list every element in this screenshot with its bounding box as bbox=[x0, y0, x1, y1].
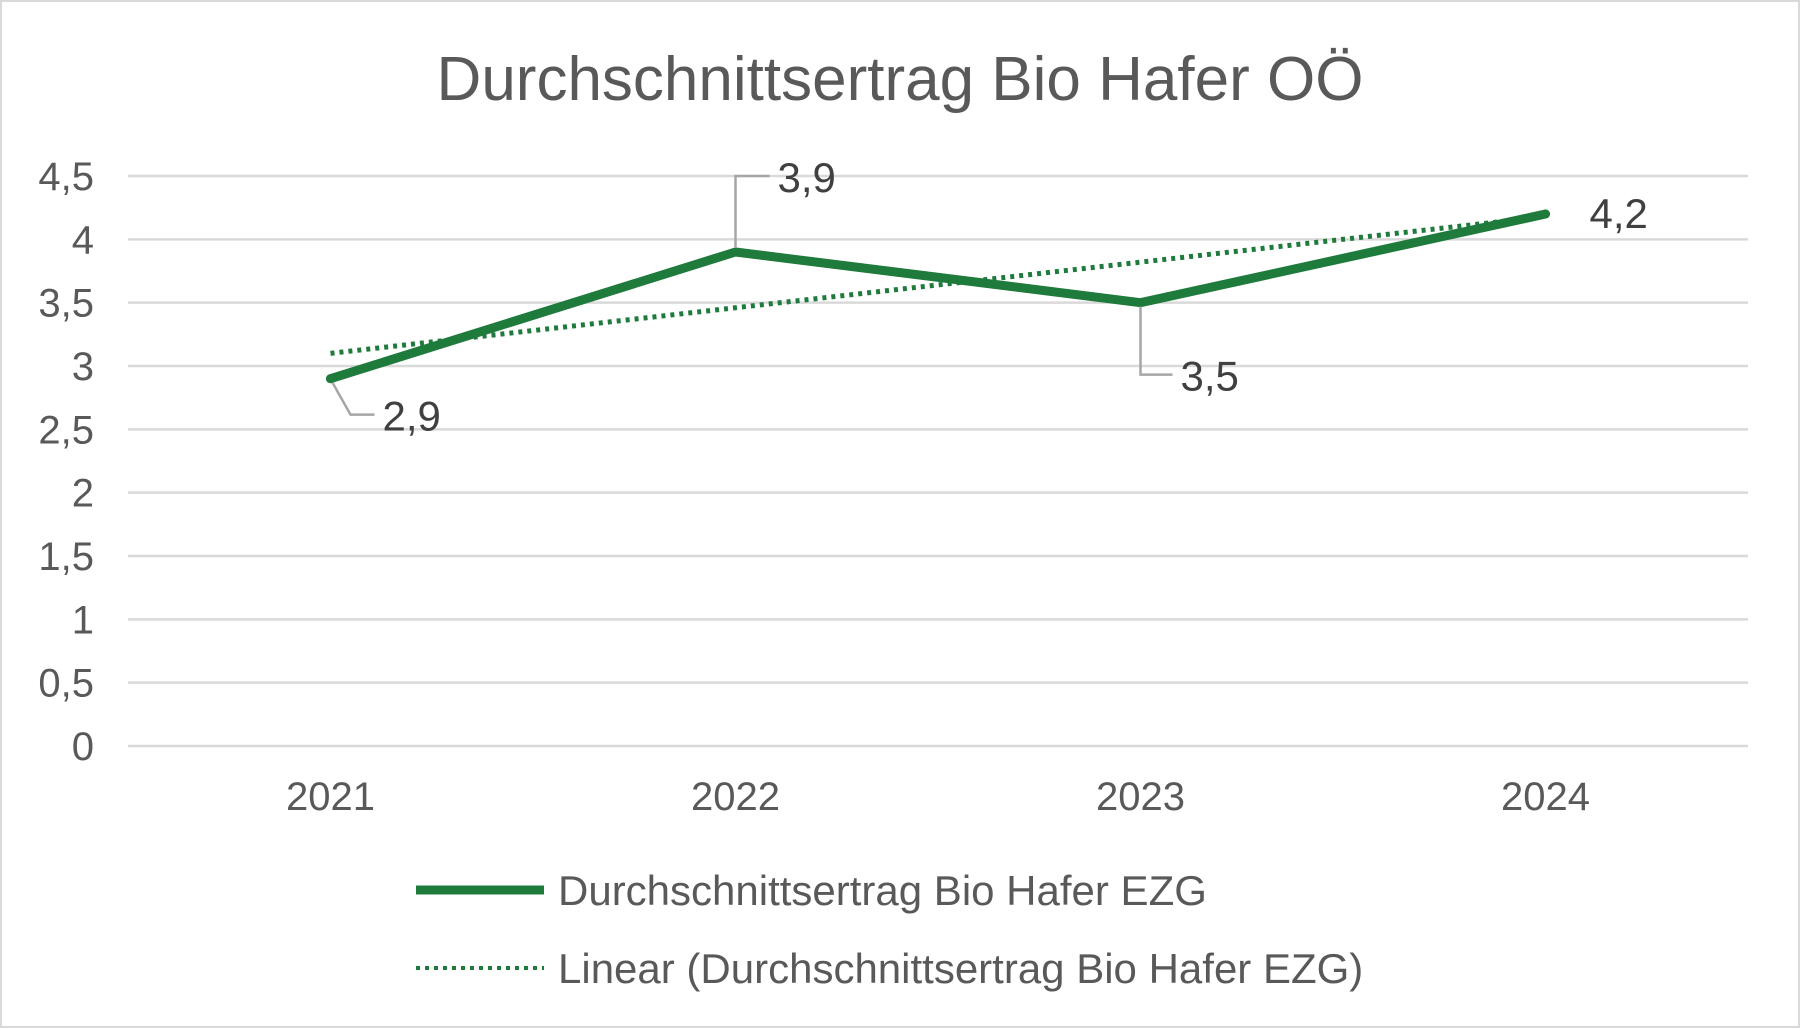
trendline bbox=[330, 214, 1546, 356]
legend-label-series: Durchschnittsertrag Bio Hafer EZG bbox=[558, 867, 1207, 914]
y-tick-label: 1,5 bbox=[38, 535, 94, 579]
data-label-leader bbox=[1139, 306, 1173, 376]
y-tick-label: 3,5 bbox=[38, 282, 94, 326]
y-tick-label: 4 bbox=[72, 218, 94, 262]
x-tick-label: 2022 bbox=[691, 775, 780, 819]
legend: Durchschnittsertrag Bio Hafer EZG Linear… bbox=[416, 867, 1363, 992]
y-tick-label: 0 bbox=[72, 725, 94, 769]
x-tick-label: 2024 bbox=[1501, 775, 1590, 819]
y-tick-label: 2 bbox=[72, 472, 94, 516]
data-point bbox=[1541, 209, 1550, 219]
series-line bbox=[326, 209, 1550, 384]
data-label: 3,9 bbox=[778, 154, 836, 201]
series-path bbox=[326, 209, 1550, 384]
x-tick-label: 2023 bbox=[1096, 775, 1185, 819]
y-tick-label: 3 bbox=[72, 345, 94, 389]
chart-title: Durchschnittsertrag Bio Hafer OÖ bbox=[437, 45, 1364, 114]
y-tick-label: 2,5 bbox=[38, 408, 94, 452]
data-label-leader bbox=[734, 174, 770, 248]
gridlines bbox=[128, 174, 1748, 748]
data-label-leader bbox=[331, 382, 375, 416]
trendline-path bbox=[330, 214, 1546, 356]
legend-label-trendline: Linear (Durchschnittsertrag Bio Hafer EZ… bbox=[558, 945, 1363, 992]
data-point bbox=[731, 247, 740, 257]
y-axis-ticks: 0 0,5 1 1,5 2 2,5 3 3,5 4 4,5 bbox=[38, 155, 94, 769]
data-label: 2,9 bbox=[383, 393, 441, 440]
data-label: 3,5 bbox=[1181, 353, 1239, 400]
data-point bbox=[1136, 298, 1145, 308]
data-label: 4,2 bbox=[1590, 190, 1648, 237]
data-point bbox=[326, 374, 335, 384]
x-axis-ticks: 2021 2022 2023 2024 bbox=[286, 775, 1590, 819]
y-tick-label: 4,5 bbox=[38, 155, 94, 199]
x-tick-label: 2021 bbox=[286, 775, 375, 819]
data-labels: 2,9 3,9 3,5 4,2 bbox=[331, 154, 1648, 440]
y-tick-label: 1 bbox=[72, 598, 94, 642]
y-tick-label: 0,5 bbox=[38, 662, 94, 706]
